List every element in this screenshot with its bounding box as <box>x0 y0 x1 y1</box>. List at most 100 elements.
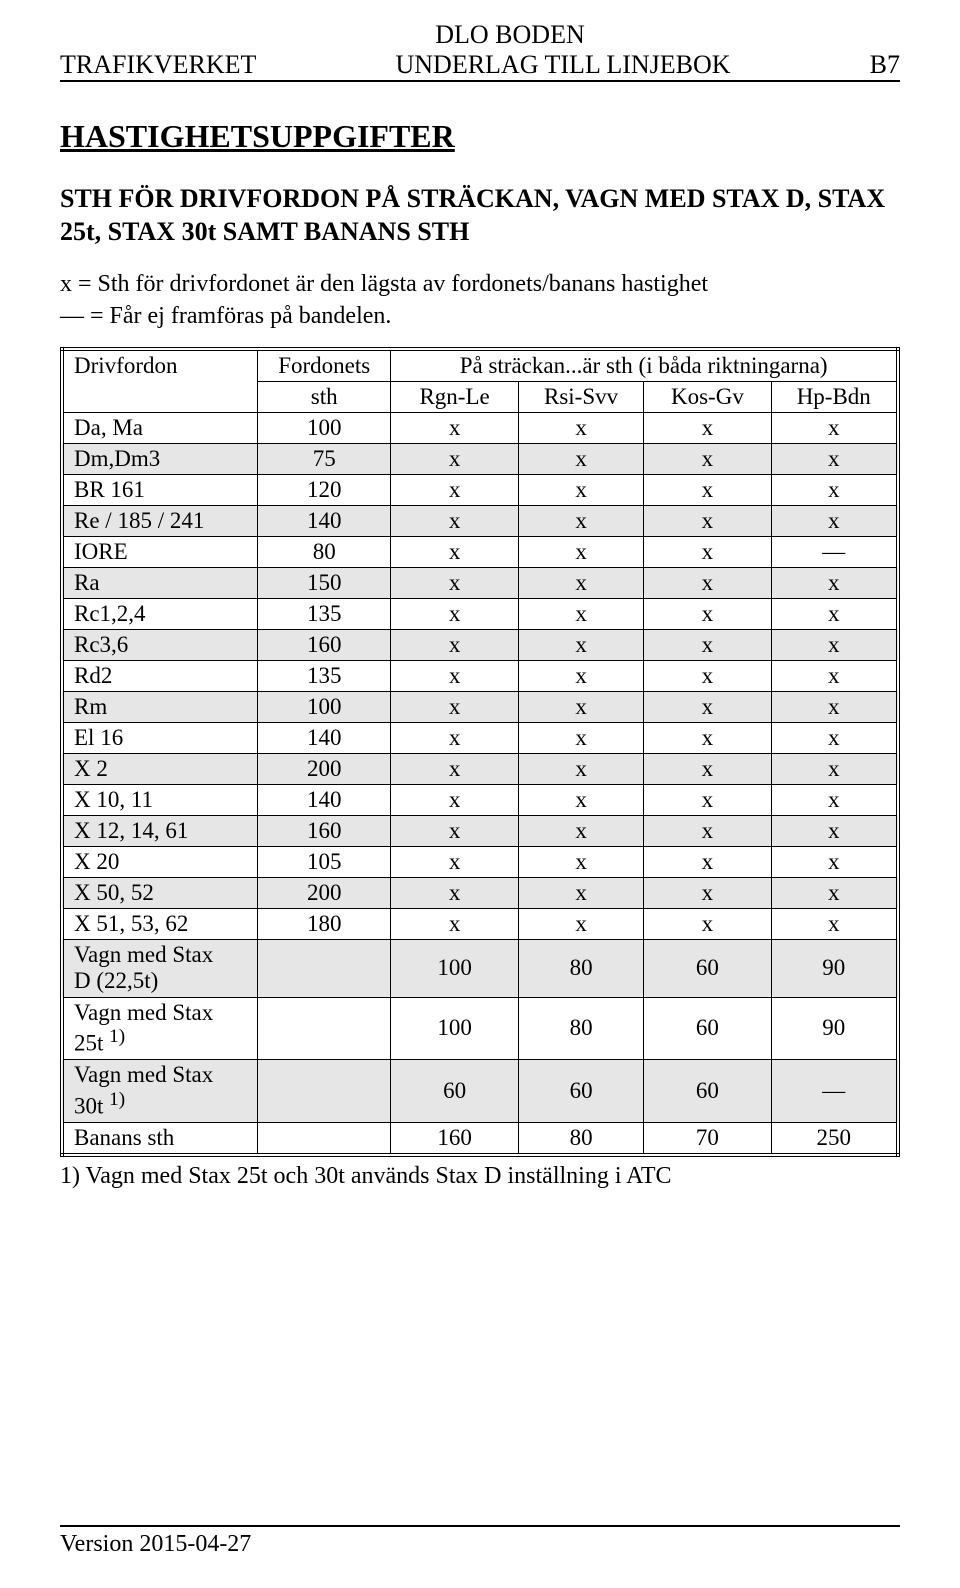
cell-sth: 100 <box>258 691 391 722</box>
cell-val: x <box>771 567 898 598</box>
header-underlag: UNDERLAG TILL LINJEBOK <box>396 50 731 80</box>
header-page-code: B7 <box>870 50 900 80</box>
cell-val: x <box>391 691 519 722</box>
cell-val: x <box>518 443 643 474</box>
hdr-fordonets-2: sth <box>258 381 391 412</box>
cell-val: x <box>518 660 643 691</box>
table-row: Vagn med Stax30t 1)606060— <box>62 1060 898 1123</box>
header-dlo: DLO BODEN <box>120 20 900 50</box>
cell-sth <box>258 939 391 997</box>
cell-val: x <box>391 753 519 784</box>
cell-label: X 50, 52 <box>62 877 258 908</box>
legend-dash: — = Får ej framföras på bandelen. <box>60 300 900 332</box>
cell-val: 90 <box>771 939 898 997</box>
table-row: BR 161120xxxx <box>62 474 898 505</box>
legend: x = Sth för drivfordonet är den lägsta a… <box>60 268 900 333</box>
cell-sth: 135 <box>258 598 391 629</box>
cell-label: Vagn med Stax25t 1) <box>62 997 258 1060</box>
cell-label: Vagn med Stax30t 1) <box>62 1060 258 1123</box>
cell-label: X 51, 53, 62 <box>62 908 258 939</box>
cell-val: x <box>518 598 643 629</box>
cell-label: Banans sth <box>62 1122 258 1155</box>
cell-val: 90 <box>771 997 898 1060</box>
cell-sth <box>258 1122 391 1155</box>
cell-val: x <box>644 536 771 567</box>
cell-val: x <box>644 815 771 846</box>
table-row: Vagn med Stax25t 1)100806090 <box>62 997 898 1060</box>
table-row: X 2200xxxx <box>62 753 898 784</box>
table-row: X 51, 53, 62180xxxx <box>62 908 898 939</box>
cell-val: — <box>771 1060 898 1123</box>
cell-val: x <box>771 598 898 629</box>
cell-label: Rd2 <box>62 660 258 691</box>
cell-val: x <box>644 660 771 691</box>
cell-val: x <box>644 474 771 505</box>
cell-val: x <box>518 784 643 815</box>
cell-val: 100 <box>391 939 519 997</box>
cell-val: x <box>644 691 771 722</box>
table-row: El 16140xxxx <box>62 722 898 753</box>
cell-sth <box>258 1060 391 1123</box>
cell-sth: 160 <box>258 815 391 846</box>
cell-sth: 120 <box>258 474 391 505</box>
cell-val: 60 <box>391 1060 519 1123</box>
table-body: Da, Ma100xxxxDm,Dm375xxxxBR 161120xxxxRe… <box>62 412 898 1154</box>
footer-rule <box>60 1525 900 1527</box>
table-row: X 12, 14, 61160xxxx <box>62 815 898 846</box>
cell-val: x <box>518 629 643 660</box>
cell-val: x <box>391 536 519 567</box>
cell-label: El 16 <box>62 722 258 753</box>
table-row: Vagn med StaxD (22,5t)100806090 <box>62 939 898 997</box>
cell-val: x <box>771 908 898 939</box>
cell-val: 250 <box>771 1122 898 1155</box>
cell-val: x <box>391 660 519 691</box>
cell-label: BR 161 <box>62 474 258 505</box>
cell-sth <box>258 997 391 1060</box>
cell-val: x <box>391 784 519 815</box>
main-heading: HASTIGHETSUPPGIFTER <box>60 118 900 155</box>
cell-val: x <box>644 753 771 784</box>
cell-sth: 150 <box>258 567 391 598</box>
cell-val: 100 <box>391 997 519 1060</box>
cell-val: x <box>771 474 898 505</box>
cell-val: x <box>518 846 643 877</box>
cell-val: 160 <box>391 1122 519 1155</box>
cell-sth: 140 <box>258 722 391 753</box>
table-row: Banans sth1608070250 <box>62 1122 898 1155</box>
cell-val: x <box>518 567 643 598</box>
cell-val: x <box>644 722 771 753</box>
cell-val: x <box>771 412 898 443</box>
cell-val: x <box>391 846 519 877</box>
cell-val: x <box>391 598 519 629</box>
cell-val: x <box>644 629 771 660</box>
hdr-sub-1: Rsi-Svv <box>518 381 643 412</box>
cell-val: — <box>771 536 898 567</box>
footnote: 1) Vagn med Stax 25t och 30t används Sta… <box>60 1163 900 1190</box>
hdr-sub-0: Rgn-Le <box>391 381 519 412</box>
cell-sth: 200 <box>258 877 391 908</box>
speed-table: Drivfordon Fordonets På sträckan...är st… <box>60 347 900 1157</box>
cell-val: 60 <box>644 939 771 997</box>
footer: Version 2015-04-27 <box>60 1525 900 1558</box>
cell-val: x <box>518 722 643 753</box>
table-row: Rc1,2,4135xxxx <box>62 598 898 629</box>
cell-val: x <box>518 505 643 536</box>
cell-label: Dm,Dm3 <box>62 443 258 474</box>
table-row: Da, Ma100xxxx <box>62 412 898 443</box>
table-row: X 50, 52200xxxx <box>62 877 898 908</box>
cell-val: x <box>391 567 519 598</box>
cell-val: x <box>644 443 771 474</box>
cell-val: x <box>518 474 643 505</box>
cell-label: X 10, 11 <box>62 784 258 815</box>
cell-sth: 75 <box>258 443 391 474</box>
cell-val: x <box>391 443 519 474</box>
cell-val: x <box>518 815 643 846</box>
cell-val: x <box>771 784 898 815</box>
cell-val: x <box>518 691 643 722</box>
cell-val: x <box>518 412 643 443</box>
cell-val: x <box>644 877 771 908</box>
table-row: Rd2135xxxx <box>62 660 898 691</box>
cell-val: x <box>771 877 898 908</box>
cell-label: Rm <box>62 691 258 722</box>
table-row: Dm,Dm375xxxx <box>62 443 898 474</box>
